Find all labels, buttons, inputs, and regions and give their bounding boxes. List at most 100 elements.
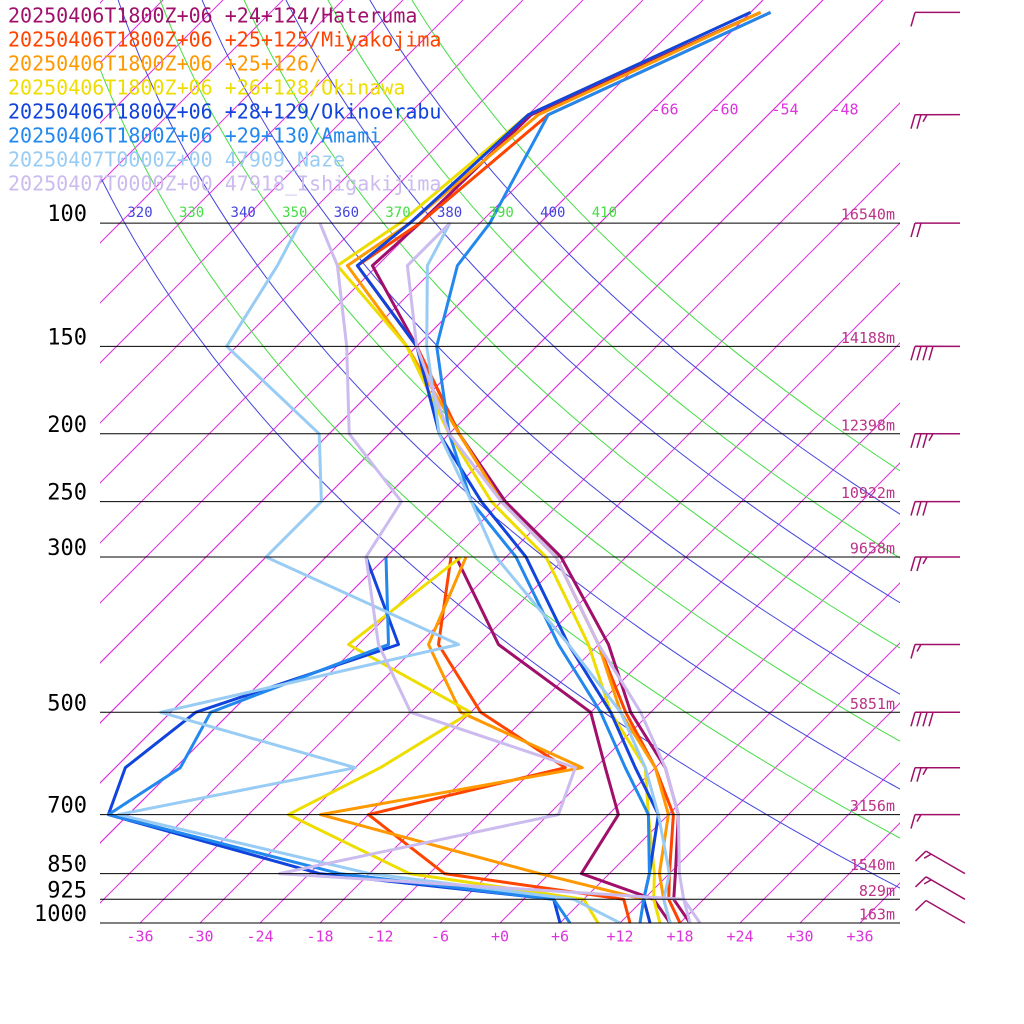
theta-label: 400 (540, 205, 565, 221)
isotherm (100, 0, 704, 604)
x-tick-label: -12 (366, 928, 393, 946)
x-tick-label: -18 (306, 928, 333, 946)
y-tick-label: 250 (47, 481, 87, 506)
wind-barb (910, 500, 961, 516)
y-tick-label: 850 (47, 853, 87, 878)
isotherm-label: -66 (651, 101, 678, 119)
x-tick-label: -30 (186, 928, 213, 946)
temperature-line (355, 11, 772, 923)
x-tick-label: -36 (126, 928, 153, 946)
theta-label: 320 (127, 205, 152, 221)
grid (100, 0, 900, 923)
legend-entry: 20250406T1800Z+06 +25+125/Miyakojima (8, 28, 441, 52)
legend-entry: 20250406T1800Z+06 +26+128/Okinawa (8, 76, 405, 100)
x-tick-label: +36 (846, 928, 873, 946)
theta-label: 330 (179, 205, 204, 221)
legend-entry: 20250406T1800Z+06 +25+126/ (8, 52, 321, 76)
wind-barb (914, 876, 966, 900)
dry-adiabat (369, 0, 900, 515)
isotherm (100, 0, 284, 184)
isotherm (739, 762, 900, 923)
theta-label: 380 (437, 205, 462, 221)
dry-adiabat (327, 0, 900, 559)
theta-label: 410 (592, 205, 617, 221)
legend-entry: 20250406T1800Z+06 +24+124/Hateruma (8, 4, 417, 28)
height-label: 829m (859, 882, 895, 900)
wind-barb (910, 222, 961, 238)
isotherm (499, 522, 900, 923)
legend-entry: 20250406T1800Z+06 +29+130/Amami (8, 124, 381, 148)
theta-label: 350 (282, 205, 307, 221)
labels: -36 -30 -24 -18 -12 -6 +0 +6 +12 +18 +24 +30 +36 -66 -… (8, 4, 966, 946)
wind-barb (910, 643, 961, 659)
isotherm-label: -48 (831, 101, 858, 119)
y-tick-label: 100 (47, 202, 87, 227)
isotherm (799, 822, 900, 923)
legend-entry: 20250407T0000Z+00 47918_Ishigakijima (8, 172, 441, 196)
dry-adiabat (201, 0, 900, 695)
x-tick-label: +6 (551, 928, 569, 946)
legend-entry: 20250406T1800Z+06 +28+129/Okinoerabu (8, 100, 441, 124)
wind-barb (910, 766, 961, 782)
x-tick-label: +24 (726, 928, 753, 946)
wind-barb (910, 11, 961, 27)
isotherm (100, 0, 404, 304)
isotherm (439, 462, 900, 923)
dry-adiabat (285, 0, 900, 604)
wind-barb (910, 711, 961, 727)
dry-adiabat (159, 0, 900, 742)
y-tick-label: 150 (47, 325, 87, 350)
y-tick-label: 1000 (34, 902, 87, 927)
x-tick-label: +18 (666, 928, 693, 946)
dry-adiabat (117, 0, 900, 790)
dry-adiabat (243, 0, 900, 649)
wind-barb (910, 433, 961, 449)
y-tick-label: 925 (47, 878, 87, 903)
x-tick-label: -24 (246, 928, 273, 946)
wind-barb (910, 113, 961, 129)
x-tick-label: +12 (606, 928, 633, 946)
y-tick-label: 500 (47, 691, 87, 716)
wind-barb (910, 813, 961, 829)
isotherm (100, 0, 464, 364)
isotherm (259, 282, 900, 923)
isotherm (139, 162, 900, 923)
dewpoint-line (454, 556, 672, 923)
dewpoint-line (106, 556, 572, 923)
isotherm (859, 882, 900, 923)
theta-label: 370 (385, 205, 410, 221)
dry-adiabat (100, 67, 900, 839)
wind-barb (910, 345, 961, 361)
height-label: 1540m (850, 856, 895, 874)
height-label: 16540m (841, 206, 895, 224)
dewpoint-line (318, 556, 652, 923)
dry-adiabat (100, 174, 900, 889)
height-label: 10922m (841, 484, 895, 502)
wind-barb (914, 899, 966, 924)
theta-label: 340 (231, 205, 256, 221)
isotherm (100, 102, 900, 904)
y-tick-label: 300 (47, 536, 87, 561)
temperature-line (370, 11, 762, 923)
isotherm (319, 342, 900, 923)
isotherm (100, 0, 884, 784)
theta-label: 360 (334, 205, 359, 221)
y-tick-label: 700 (47, 794, 87, 819)
isotherm (100, 0, 824, 724)
temperature-line (335, 11, 752, 923)
isotherm (619, 642, 900, 923)
isotherm (100, 0, 764, 664)
wind-barb (914, 850, 966, 875)
isotherm (100, 0, 344, 244)
x-tick-label: -6 (431, 928, 449, 946)
isotherm (679, 702, 900, 923)
x-tick-label: +0 (491, 928, 509, 946)
height-label: 9658m (850, 540, 895, 558)
legend-entry: 20250407T0000Z+00 47909_Naze (8, 148, 345, 172)
x-tick-label: +30 (786, 928, 813, 946)
height-label: 14188m (841, 329, 895, 347)
height-label: 12398m (841, 416, 895, 434)
height-label: 163m (859, 906, 895, 924)
